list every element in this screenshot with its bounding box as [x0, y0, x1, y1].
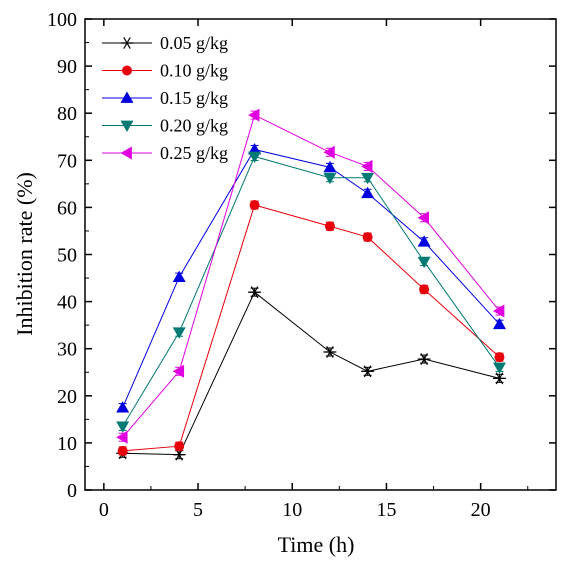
y-tick-label: 0	[67, 480, 77, 502]
data-point	[494, 352, 505, 363]
y-tick-label: 50	[57, 245, 77, 267]
data-point	[324, 221, 335, 232]
data-point	[248, 108, 260, 122]
data-point	[323, 145, 335, 159]
legend-marker	[122, 65, 132, 76]
data-point	[174, 441, 185, 452]
x-axis-title: Time (h)	[278, 532, 355, 557]
data-point	[116, 401, 130, 413]
legend-label: 0.25 g/kg	[160, 143, 228, 163]
data-point	[417, 235, 431, 247]
legend-item: 0.25 g/kg	[102, 143, 228, 163]
legend-marker	[120, 91, 134, 103]
series-0	[116, 286, 506, 461]
y-tick-label: 70	[57, 150, 77, 172]
legend: 0.05 g/kg 0.10 g/kg 0.15 g/kg 0.20 g/kg 0.25…	[102, 33, 228, 163]
y-tick-label: 100	[47, 9, 77, 31]
series-1	[117, 200, 505, 456]
legend-label: 0.20 g/kg	[160, 116, 228, 136]
legend-label: 0.05 g/kg	[160, 33, 228, 53]
series-4	[116, 108, 505, 444]
data-point	[116, 421, 130, 433]
data-point	[492, 372, 506, 385]
y-tick-label: 60	[57, 197, 77, 219]
data-point	[361, 159, 373, 173]
legend-marker	[120, 120, 134, 132]
y-tick-label: 10	[57, 433, 77, 455]
data-point	[323, 160, 337, 173]
data-point	[248, 142, 262, 155]
x-tick-label: 10	[282, 499, 302, 521]
y-tick-label: 40	[57, 292, 77, 314]
y-tick-label: 80	[57, 103, 77, 125]
legend-marker	[120, 146, 132, 160]
plot-frame	[84, 18, 557, 491]
data-point	[248, 286, 262, 299]
data-point	[361, 186, 375, 199]
legend-item: 0.05 g/kg	[102, 33, 228, 53]
axes: 0 5 10 15 20 0 10 20 30 40 50 60 70 80 90 100	[47, 9, 557, 521]
series-3	[116, 151, 506, 433]
legend-item: 0.10 g/kg	[102, 61, 228, 81]
data-point	[172, 270, 186, 282]
data-point	[323, 346, 337, 358]
data-point	[117, 445, 128, 456]
data-point	[492, 362, 506, 375]
data-point	[417, 211, 429, 225]
y-tick-label: 20	[57, 386, 77, 408]
data-point	[323, 172, 337, 185]
legend-label: 0.15 g/kg	[160, 88, 228, 108]
series-line	[122, 155, 500, 427]
x-tick-label: 20	[471, 499, 491, 521]
x-tick-label: 0	[99, 499, 109, 521]
data-point	[248, 151, 262, 164]
data-point	[417, 353, 431, 365]
data-point	[361, 365, 375, 378]
data-point	[249, 200, 260, 211]
legend-item: 0.20 g/kg	[102, 116, 228, 136]
data-point	[419, 284, 430, 295]
series-layer	[116, 108, 506, 461]
x-tick-label: 5	[193, 499, 203, 521]
data-point	[362, 232, 373, 243]
legend-item: 0.15 g/kg	[102, 88, 228, 108]
data-point	[417, 256, 431, 269]
y-tick-label: 30	[57, 339, 77, 361]
y-axis-title: Inhibition rate (%)	[12, 172, 37, 336]
legend-label: 0.10 g/kg	[160, 61, 228, 81]
data-point	[172, 448, 186, 461]
data-point	[172, 364, 185, 378]
legend-marker	[120, 37, 134, 49]
data-point	[116, 430, 128, 444]
y-tick-label: 90	[57, 56, 77, 78]
data-point	[361, 172, 375, 185]
x-tick-label: 15	[376, 499, 396, 521]
data-point	[492, 304, 505, 318]
data-point	[172, 327, 186, 339]
data-point	[492, 317, 506, 330]
